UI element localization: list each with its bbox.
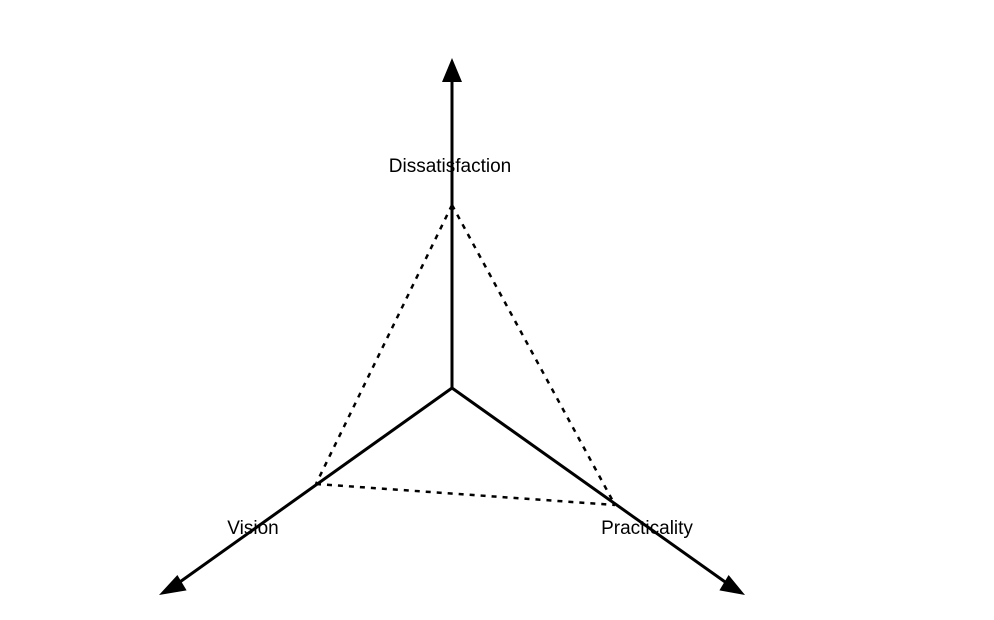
dissatisfaction-arrowhead: [442, 58, 462, 82]
vision-axis: [176, 386, 453, 586]
practicality-label: Practicality: [601, 518, 693, 539]
vision-arrowhead: [159, 575, 187, 595]
vision-label: Vision: [227, 518, 278, 539]
dissatisfaction-label: Dissatisfaction: [389, 156, 512, 177]
practicality-axis: [451, 386, 729, 586]
practicality-arrowhead: [719, 575, 745, 595]
dotted-edge-vision-practicality: [315, 482, 616, 507]
dotted-edge-dissatisfaction-practicality: [450, 204, 617, 506]
dotted-edge-dissatisfaction-vision: [314, 204, 454, 485]
